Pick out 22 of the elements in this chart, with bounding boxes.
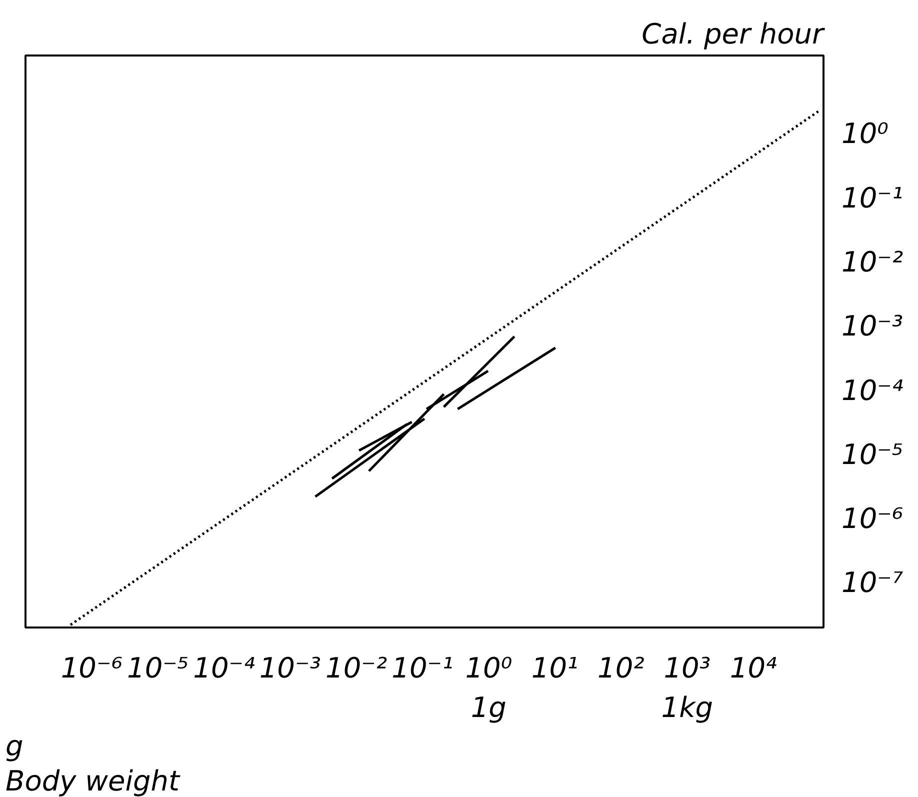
x-tick-label: 10⁻⁵ <box>127 652 189 684</box>
x-axis-title: Body weight <box>6 764 181 797</box>
x-tick-label: 10² <box>598 652 644 684</box>
y-axis-title: Cal. per hour <box>642 18 825 50</box>
y-tick-label: 10⁻³ <box>842 310 904 343</box>
x-tick-label: 10⁻¹ <box>392 652 454 684</box>
y-tick-label: 10⁻² <box>842 246 904 279</box>
x-tick-label: 10³ 1kg <box>661 652 714 724</box>
y-tick-label: 10⁻⁶ <box>842 502 904 536</box>
x-tick-label: 10⁻³ <box>259 652 321 684</box>
y-tick-label: 10⁻⁷ <box>842 566 904 600</box>
x-tick-label: 10⁰ 1g <box>465 652 512 724</box>
x-tick-label: 10⁴ <box>730 652 777 684</box>
y-tick-label: 10⁰ <box>842 117 888 150</box>
x-tick-label: 10⁻⁴ <box>193 652 255 684</box>
y-tick-label: 10⁻¹ <box>842 181 904 214</box>
x-tick-label: 10⁻⁶ <box>60 652 122 684</box>
y-tick-label: 10⁻⁴ <box>842 374 904 407</box>
text: g <box>6 730 24 762</box>
y-tick-label: 10⁻⁵ <box>842 438 904 471</box>
x-tick-label: 10¹ <box>531 652 578 684</box>
x-tick-label: 10⁻² <box>326 652 388 684</box>
